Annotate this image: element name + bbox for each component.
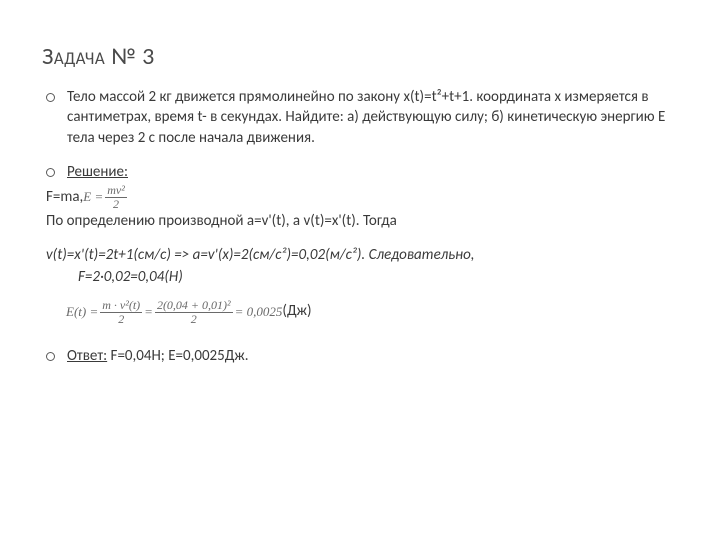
line-velocity: v(t)=x'(t)=2t+1(см/c) => a=v'(x)=2(см/с²… <box>46 245 686 267</box>
frac-den: 2 <box>116 313 126 326</box>
eq-et-lhs: E(t) = <box>66 303 98 322</box>
eq-et-unit: (Дж) <box>282 301 311 323</box>
energy-formula: E = mv² 2 <box>83 184 129 211</box>
fraction: 2(0,04 + 0,01)² 2 <box>155 299 233 326</box>
line-fma: F=ma, E = mv² 2 <box>46 184 686 211</box>
slide-container: Задача № 3 Тело массой 2 кг движется пря… <box>0 0 720 414</box>
eq-et-mid: = <box>144 303 153 322</box>
solution-row: Решение: <box>42 162 686 182</box>
line-definition: По определению производной a=v'(t), а v(… <box>46 211 686 233</box>
solution-label: Решение: <box>67 162 128 182</box>
solution-block: Решение: F=ma, E = mv² 2 По определению … <box>42 162 686 233</box>
energy-t-formula: E(t) = m · v²(t) 2 = 2(0,04 + 0,01)² 2 =… <box>66 299 282 326</box>
answer-label: Ответ: <box>67 347 107 365</box>
eq-lhs: E = <box>83 188 103 207</box>
line-force: F=2·0,02=0,04(H) <box>78 267 686 289</box>
bullet-icon <box>46 93 55 102</box>
slide-title: Задача № 3 <box>42 42 686 71</box>
frac-num: 2(0,04 + 0,01)² <box>155 299 233 313</box>
eq-et-rhs: = 0,0025 <box>235 303 283 322</box>
answer-row: Ответ: F=0,04Н; Е=0,0025Дж. <box>42 346 686 366</box>
answer-text: F=0,04Н; Е=0,0025Дж. <box>107 347 248 365</box>
answer-text-wrap: Ответ: F=0,04Н; Е=0,0025Дж. <box>67 346 249 366</box>
fma-text: F=ma, <box>46 187 83 209</box>
frac-num: mv² <box>105 184 127 198</box>
frac-den: 2 <box>111 198 121 211</box>
frac-num: m · v²(t) <box>100 299 142 313</box>
problem-row: Тело массой 2 кг движется прямолинейно п… <box>42 87 686 148</box>
frac-den: 2 <box>189 313 199 326</box>
bullet-icon <box>46 352 55 361</box>
bullet-icon <box>46 168 55 177</box>
problem-text: Тело массой 2 кг движется прямолинейно п… <box>67 87 686 148</box>
fraction: mv² 2 <box>105 184 127 211</box>
fraction: m · v²(t) 2 <box>100 299 142 326</box>
line-energy-t: E(t) = m · v²(t) 2 = 2(0,04 + 0,01)² 2 =… <box>66 299 686 326</box>
